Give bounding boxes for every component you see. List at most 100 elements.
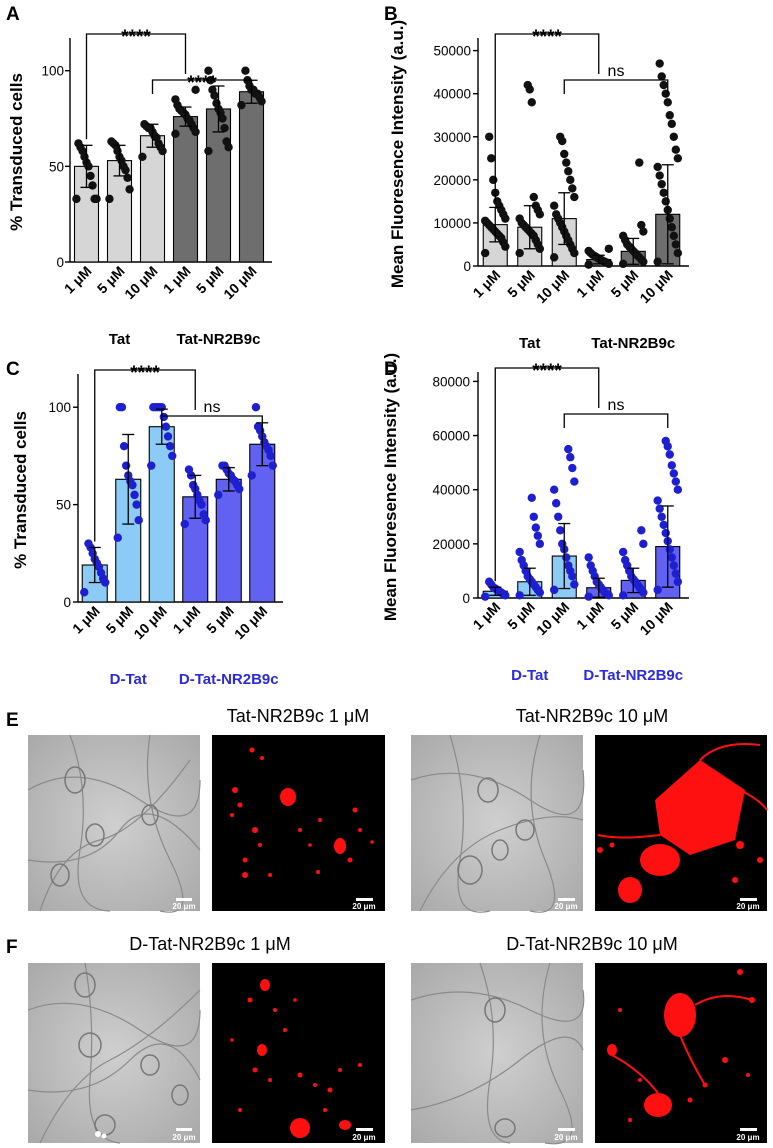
y-tick-label: 30000 xyxy=(433,130,471,145)
group-label: D-Tat xyxy=(511,667,548,684)
data-point xyxy=(533,531,543,540)
data-point xyxy=(523,80,532,90)
x-tick-label: 1 μM xyxy=(169,603,203,637)
y-tick-label: 50000 xyxy=(433,44,471,59)
x-tick-label: 1 μM xyxy=(160,263,194,297)
data-point xyxy=(247,471,256,480)
data-point xyxy=(566,175,575,185)
scale-bar-label: 20 μm xyxy=(736,902,759,911)
data-point xyxy=(113,533,122,542)
x-tick-label: 10 μM xyxy=(130,603,169,642)
y-tick-label: 50 xyxy=(49,159,64,174)
significance-label: ns xyxy=(204,399,221,416)
y-tick-label: 0 xyxy=(63,595,71,610)
data-point xyxy=(653,257,662,266)
data-point xyxy=(199,510,208,519)
panel-letter: C xyxy=(6,359,20,380)
y-tick-label: 50 xyxy=(56,498,71,513)
bar xyxy=(249,443,276,603)
data-point xyxy=(531,523,540,532)
data-point xyxy=(180,519,189,529)
scale-bar: 20 μm xyxy=(352,898,376,911)
data-point xyxy=(570,477,579,486)
data-point xyxy=(527,493,536,503)
y-tick-label: 100 xyxy=(48,400,71,415)
significance-bracket xyxy=(161,415,263,430)
data-point xyxy=(72,194,81,204)
data-point xyxy=(161,422,171,431)
brightfield-image xyxy=(27,962,201,1144)
significance-label: ns xyxy=(608,397,625,414)
scale-bar-label: 20 μm xyxy=(554,902,577,911)
data-point xyxy=(584,553,593,562)
significance-bracket xyxy=(151,79,253,94)
data-point xyxy=(220,123,229,133)
data-point xyxy=(517,555,526,565)
data-point xyxy=(655,171,664,180)
data-point xyxy=(121,461,131,470)
data-point xyxy=(515,248,524,258)
group-label: D-Tat-NR2B9c xyxy=(583,667,683,684)
significance-label: **** xyxy=(532,27,562,48)
x-tick-label: 1 μM xyxy=(469,267,503,301)
x-tick-label: 10 μM xyxy=(533,267,572,306)
data-point xyxy=(531,201,540,210)
data-point xyxy=(222,137,231,146)
data-point xyxy=(140,120,149,129)
x-tick-label: 1 μM xyxy=(469,599,503,633)
data-point xyxy=(584,260,593,269)
scale-bar-label: 20 μm xyxy=(172,902,195,911)
data-point xyxy=(171,95,180,104)
data-point xyxy=(570,580,579,589)
scale-bar-label: 20 μm xyxy=(736,1133,759,1142)
scale-bar-label: 20 μm xyxy=(352,902,375,911)
y-tick-label: 0 xyxy=(463,259,471,274)
x-tick-label: 10 μM xyxy=(636,599,675,638)
x-tick-label: 10 μM xyxy=(220,263,259,302)
data-point xyxy=(637,220,646,230)
data-point xyxy=(241,66,250,75)
data-point xyxy=(564,444,573,454)
data-point xyxy=(251,403,261,412)
data-point xyxy=(673,485,683,494)
data-point xyxy=(554,512,563,521)
image-title-E-right: Tat-NR2B9c 10 μM xyxy=(516,706,668,726)
data-point xyxy=(564,167,573,176)
significance-bracket xyxy=(94,369,196,542)
data-point xyxy=(669,469,678,478)
data-point xyxy=(667,119,676,129)
y-tick-label: 40000 xyxy=(433,87,471,102)
data-point xyxy=(568,463,577,473)
y-axis-label: Mean Fluoresence Intensity (a.u.) xyxy=(388,20,407,288)
x-tick-label: 1 μM xyxy=(61,263,95,297)
data-point xyxy=(562,158,571,167)
data-point xyxy=(661,89,670,98)
chart-panel-B: B 0 10000 20000 30000 40000 50000 Mean Fluorese… xyxy=(384,4,689,352)
data-point xyxy=(657,179,666,189)
data-point xyxy=(237,100,246,110)
group-label: D-Tat-NR2B9c xyxy=(179,671,279,688)
image-panel-F: F D-Tat-NR2B9c 1 μM D-Tat-NR2B9c 10 μM xyxy=(6,934,767,1145)
data-point xyxy=(515,214,524,223)
fluorescence-image xyxy=(212,963,385,1143)
data-point xyxy=(556,526,565,535)
significance-label: **** xyxy=(121,27,151,48)
group-label: Tat-NR2B9c xyxy=(177,331,261,348)
data-point xyxy=(657,512,666,521)
data-point xyxy=(204,146,213,156)
group-label: Tat xyxy=(109,331,130,348)
significance-bracket xyxy=(85,33,187,140)
data-point xyxy=(208,85,217,95)
group-label: Tat xyxy=(519,335,540,352)
data-point xyxy=(493,197,502,206)
data-point xyxy=(212,99,221,108)
data-point xyxy=(669,561,678,570)
data-point xyxy=(551,210,561,219)
significance-label: **** xyxy=(532,361,562,382)
data-point xyxy=(661,528,670,538)
x-tick-label: 1 μM xyxy=(573,599,607,633)
scale-bar: 20 μm xyxy=(736,898,760,911)
data-point xyxy=(667,461,676,470)
x-tick-label: 1 μM xyxy=(573,267,607,301)
